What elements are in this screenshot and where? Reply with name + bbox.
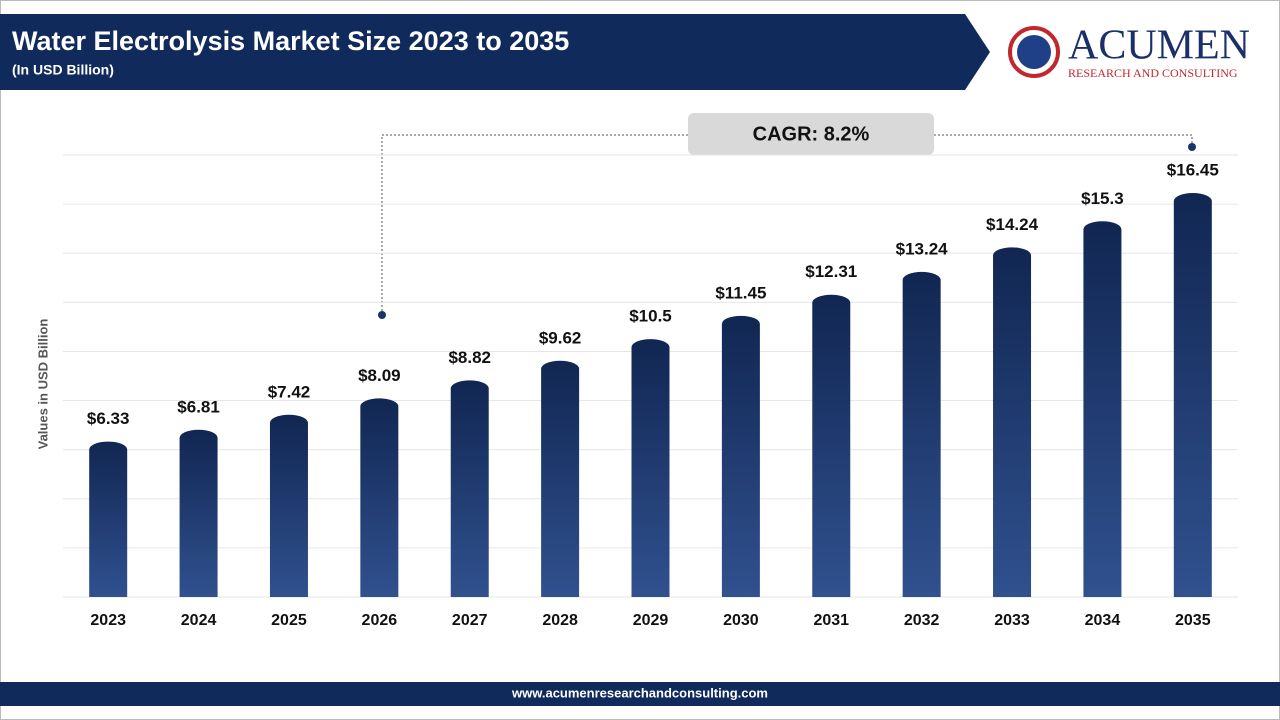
cagr-box <box>688 113 934 155</box>
value-label: $16.45 <box>1167 161 1219 180</box>
bar <box>812 294 851 597</box>
bar <box>541 360 580 597</box>
y-axis-label: Values in USD Billion <box>35 319 50 450</box>
logo-tagline: RESEARCH AND CONSULTING <box>1068 66 1238 80</box>
chart-subtitle: (In USD Billion) <box>12 62 114 78</box>
logo-ring <box>1008 26 1060 78</box>
value-label: $12.31 <box>805 262 857 281</box>
x-tick-label: 2029 <box>633 612 669 629</box>
x-tick-label: 2034 <box>1085 612 1121 629</box>
value-label: $8.09 <box>358 366 401 385</box>
x-tick-label: 2031 <box>813 612 849 629</box>
footer-band <box>0 682 1280 706</box>
value-label: $6.33 <box>87 409 130 428</box>
plot: 2023 $6.33 2024 $6.81 2025 $7.42 2026 $8.09 2027… <box>63 154 1238 629</box>
bar <box>1083 221 1122 598</box>
value-label: $7.42 <box>268 382 311 401</box>
value-label: $6.81 <box>177 397 220 416</box>
bar <box>360 398 399 597</box>
chart-title: Water Electrolysis Market Size 2023 to 2… <box>12 26 569 56</box>
bar <box>902 271 941 597</box>
x-tick-label: 2026 <box>362 612 398 629</box>
cagr-label: CAGR: 8.2% <box>753 123 870 145</box>
value-label: $14.24 <box>986 215 1039 234</box>
cagr-dot <box>378 311 386 319</box>
logo-name: ACUMEN <box>1068 23 1250 69</box>
x-tick-label: 2035 <box>1175 612 1211 629</box>
logo-globe <box>1017 35 1051 69</box>
bar <box>1173 193 1212 598</box>
footer-url: www.acumenresearchandconsulting.com <box>511 685 768 700</box>
x-tick-label: 2023 <box>90 612 126 629</box>
x-tick-label: 2027 <box>452 612 488 629</box>
bar <box>721 315 760 597</box>
logo: ACUMEN RESEARCH AND CONSULTING <box>1008 23 1250 80</box>
value-label: $9.62 <box>539 328 582 347</box>
value-label: $13.24 <box>896 239 949 258</box>
x-tick-label: 2025 <box>271 612 307 629</box>
value-label: $11.45 <box>715 283 766 302</box>
x-tick-label: 2032 <box>904 612 940 629</box>
value-label: $10.5 <box>629 307 672 326</box>
bar <box>89 441 128 597</box>
x-tick-label: 2028 <box>542 612 578 629</box>
value-label: $15.3 <box>1081 189 1124 208</box>
x-tick-label: 2033 <box>994 612 1030 629</box>
x-tick-label: 2024 <box>181 612 217 629</box>
bar <box>179 429 218 597</box>
bar <box>269 414 308 597</box>
value-label: $8.82 <box>448 348 491 367</box>
bar <box>993 247 1032 597</box>
cagr-dot <box>1188 143 1196 151</box>
header-band <box>0 14 990 90</box>
x-tick-label: 2030 <box>723 612 759 629</box>
bar <box>631 339 670 597</box>
bar <box>450 380 489 597</box>
